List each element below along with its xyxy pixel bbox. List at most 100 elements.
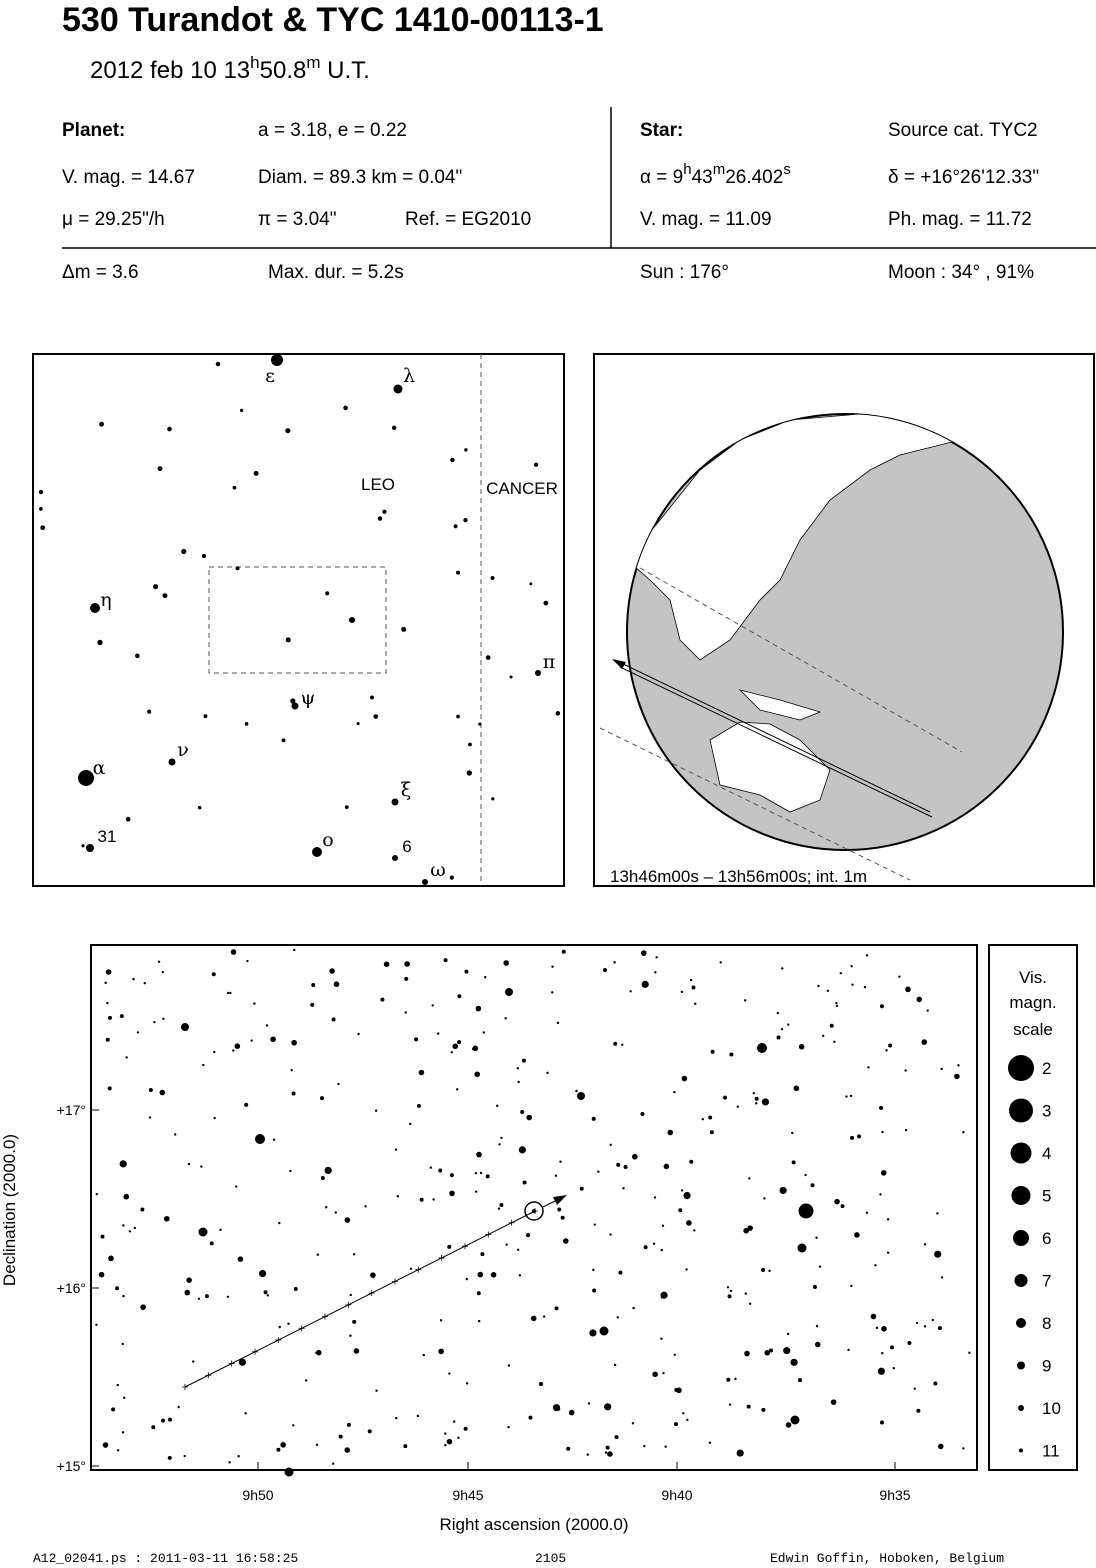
legend-label: 11 <box>1042 1442 1060 1461</box>
star <box>265 1024 269 1027</box>
star <box>556 1406 561 1411</box>
star <box>391 425 397 430</box>
legend-label: 4 <box>1042 1144 1051 1163</box>
y-axis-label: Declination (2000.0) <box>0 1134 19 1286</box>
star <box>822 1034 825 1037</box>
star <box>202 1063 205 1067</box>
star <box>804 1173 807 1177</box>
target-circle <box>524 1201 544 1221</box>
star <box>729 1052 734 1057</box>
star <box>667 1129 674 1136</box>
legend-dot <box>1014 1274 1028 1287</box>
star <box>107 1086 112 1091</box>
star <box>184 1289 191 1296</box>
star-label: ω <box>430 859 446 881</box>
star <box>291 1091 296 1096</box>
star <box>850 965 853 968</box>
star <box>556 1021 560 1025</box>
land <box>627 414 961 661</box>
star <box>452 1420 456 1423</box>
star <box>444 1432 447 1435</box>
star <box>923 1039 927 1042</box>
star <box>850 1284 853 1288</box>
star <box>174 1133 177 1136</box>
star <box>344 1447 351 1453</box>
star <box>204 1294 209 1299</box>
star <box>694 1002 697 1005</box>
star <box>422 1353 426 1357</box>
star <box>479 1171 483 1175</box>
title: 530 Turandot & TYC 1410-00113-1 <box>62 1 604 39</box>
star <box>798 1043 805 1050</box>
star <box>192 1360 195 1363</box>
star <box>272 1138 276 1141</box>
star <box>293 948 296 952</box>
star <box>186 1277 192 1283</box>
star <box>850 1135 855 1140</box>
star-label: CANCER <box>486 479 558 498</box>
star <box>729 1289 733 1293</box>
star <box>357 1032 360 1036</box>
star <box>744 1350 750 1357</box>
star <box>246 959 249 963</box>
star <box>163 1215 170 1222</box>
star <box>604 1403 612 1411</box>
star <box>609 1233 612 1236</box>
star <box>289 1169 292 1173</box>
star <box>913 1387 916 1390</box>
star <box>383 961 390 968</box>
star <box>159 1089 166 1096</box>
legend-label: 3 <box>1042 1102 1051 1121</box>
star <box>394 1148 398 1151</box>
legend-title: magn. <box>1009 993 1056 1012</box>
footer-number: 2105 <box>535 1551 566 1566</box>
star <box>167 426 172 432</box>
star <box>263 1290 268 1295</box>
star <box>349 1334 352 1337</box>
legend-title: Vis. <box>1019 968 1047 987</box>
star <box>349 617 355 623</box>
star <box>744 1292 747 1295</box>
arrow <box>553 1195 567 1205</box>
star <box>456 714 460 719</box>
star <box>815 1236 818 1239</box>
star <box>418 1069 425 1076</box>
star <box>791 1160 796 1165</box>
star <box>890 1345 895 1350</box>
star <box>786 1332 790 1336</box>
subtitle-part: m <box>306 53 320 72</box>
star <box>211 972 216 977</box>
delta-mag: Δm = 3.6 <box>62 262 139 283</box>
tick-cross <box>368 1290 375 1297</box>
star <box>538 1381 543 1386</box>
star <box>377 516 383 521</box>
star <box>685 1268 688 1271</box>
star <box>613 961 616 964</box>
star <box>507 1364 511 1367</box>
star <box>392 855 398 861</box>
star <box>438 1168 443 1173</box>
star <box>86 844 94 852</box>
star <box>915 1321 919 1325</box>
star <box>123 1396 126 1399</box>
star <box>319 1096 324 1101</box>
tick-cross <box>275 1337 282 1344</box>
star <box>485 655 491 660</box>
star <box>353 1348 360 1354</box>
star <box>870 1313 877 1320</box>
star <box>815 1324 819 1328</box>
star <box>798 1378 803 1383</box>
star <box>311 983 316 988</box>
star <box>237 1455 240 1458</box>
star <box>183 1454 186 1458</box>
star <box>632 1306 635 1310</box>
globe-panel: 13h46m00s – 13h56m00s; int. 1m <box>593 353 1095 887</box>
star <box>140 1207 145 1212</box>
star <box>879 1105 884 1110</box>
star <box>754 1096 759 1101</box>
star <box>453 524 458 529</box>
moon: Moon : 34° , 91% <box>888 262 1034 283</box>
y-tick-label: +17° <box>57 1102 86 1118</box>
star <box>148 1116 152 1119</box>
legend-dot <box>1019 1448 1023 1453</box>
